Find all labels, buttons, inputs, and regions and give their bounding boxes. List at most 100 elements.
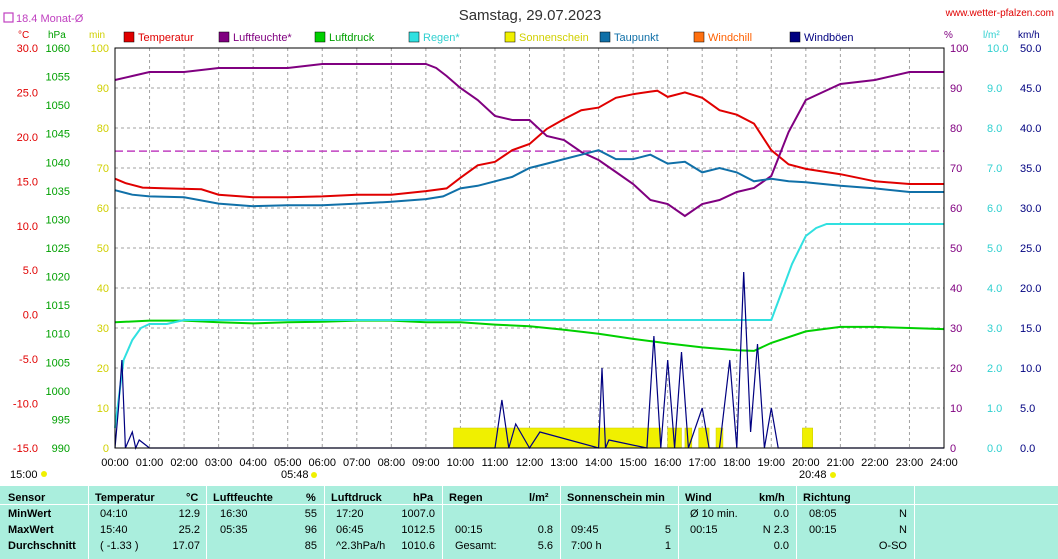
humidity-tick-label: 50 (950, 243, 962, 255)
wind-tick-label: 0.0 (1020, 443, 1035, 455)
temp-tick-label: 20.0 (17, 132, 38, 144)
x-tick-label: 07:00 (343, 457, 371, 469)
pressure-tick-label: 1035 (46, 186, 70, 198)
temp-tick-label: 25.0 (17, 87, 38, 99)
pressure-tick-label: 1055 (46, 72, 70, 84)
table-cell-sun_val: 1 (664, 540, 671, 552)
sunrise-marker (311, 472, 317, 478)
table-cell-temp_val: 17.07 (172, 540, 200, 552)
series-temperature (114, 89, 944, 199)
wind-tick-label: 40.0 (1020, 123, 1041, 135)
x-tick-label: 10:00 (447, 457, 475, 469)
rain-tick-label: 8.0 (987, 123, 1002, 135)
pressure-tick-label: 1005 (46, 357, 70, 369)
x-tick-label: 08:00 (378, 457, 406, 469)
pressure-tick-label: 990 (52, 443, 70, 455)
pressure-tick-label: 1060 (46, 43, 70, 55)
start-time-label: 15:00 (10, 469, 38, 481)
x-tick-label: 04:00 (239, 457, 267, 469)
legend-label: Windböen (804, 32, 854, 44)
table-cell-label: Durchschnitt (8, 540, 76, 552)
legend-swatch (693, 31, 705, 43)
table-cell-wind_val: N 2.3 (762, 524, 789, 536)
x-tick-label: 12:00 (516, 457, 544, 469)
header-rain-unit: l/m² (529, 492, 549, 504)
minutes-tick-label: 70 (97, 163, 109, 175)
humidity-tick-label: 30 (950, 323, 962, 335)
header-wind: Wind (685, 492, 712, 504)
sunshine-bars (453, 427, 813, 449)
humidity-tick-label: 80 (950, 123, 962, 135)
series-pressure (114, 319, 945, 352)
x-tick-label: 00:00 (101, 457, 129, 469)
table-cell-dir_time: 08:05 (809, 508, 837, 520)
rain-tick-label: 4.0 (987, 283, 1002, 295)
wind-tick-label: 5.0 (1020, 403, 1035, 415)
temp-tick-label: 30.0 (17, 43, 38, 55)
x-tick-label: 03:00 (205, 457, 233, 469)
temp-tick-label: 0.0 (23, 310, 38, 322)
x-tick-label: 16:00 (654, 457, 682, 469)
rain-tick-label: 2.0 (987, 363, 1002, 375)
minutes-tick-label: 80 (97, 123, 109, 135)
minutes-tick-label: 50 (97, 243, 109, 255)
table-cell-temp_val: 25.2 (178, 524, 200, 536)
rain-tick-label: 6.0 (987, 203, 1002, 215)
wind-tick-label: 35.0 (1020, 163, 1041, 175)
humidity-tick-label: 0 (950, 443, 956, 455)
x-tick-label: 17:00 (688, 457, 716, 469)
temp-tick-label: 10.0 (17, 221, 38, 233)
legend-swatch (789, 31, 801, 43)
pressure-tick-label: 1040 (46, 157, 70, 169)
table-cell-hum_val: 85 (304, 540, 317, 552)
wind-axis-unit: km/h (1018, 30, 1040, 41)
minutes-tick-label: 20 (97, 363, 109, 375)
header-hum: Luftfeuchte (213, 492, 273, 504)
humidity-axis-unit: % (944, 30, 953, 41)
table-cell-rain_time: 00:15 (455, 524, 483, 536)
minutes-tick-label: 30 (97, 323, 109, 335)
table-cell-press_time: 06:45 (336, 524, 364, 536)
series-rain (114, 223, 944, 429)
x-tick-label: 09:00 (412, 457, 440, 469)
table-cell-temp_time: 15:40 (100, 524, 128, 536)
pressure-tick-label: 995 (52, 414, 70, 426)
temp-tick-label: -5.0 (19, 354, 38, 366)
table-cell-hum_time: 05:35 (220, 524, 248, 536)
table-cell-label: MinWert (8, 508, 52, 520)
table-cell-wind_time: Ø 10 min. (690, 508, 738, 520)
legend-label: Regen* (423, 32, 460, 44)
table-cell-hum_time: 16:30 (220, 508, 248, 520)
table-cell-press_time: 17:20 (336, 508, 364, 520)
legend-label: Taupunkt (614, 32, 659, 44)
x-tick-label: 21:00 (827, 457, 855, 469)
legend-swatch (218, 31, 230, 43)
pressure-tick-label: 1020 (46, 272, 70, 284)
table-cell-wind_val: 0.0 (773, 540, 789, 552)
table-cell-hum_val: 96 (304, 524, 317, 536)
table-cell-rain_time: Gesamt: (455, 540, 497, 552)
legend-swatch (504, 31, 516, 43)
header-press-unit: hPa (413, 492, 434, 504)
minutes-tick-label: 10 (97, 403, 109, 415)
rain-tick-label: 5.0 (987, 243, 1002, 255)
pressure-axis-unit: hPa (48, 30, 66, 41)
legend: Temperatur Luftfeuchte* Luftdruck Regen* Son… (123, 31, 854, 44)
pressure-tick-label: 1000 (46, 386, 70, 398)
pressure-tick-label: 1010 (46, 329, 70, 341)
x-tick-label: 15:00 (619, 457, 647, 469)
table-cell-rain_val: 0.8 (537, 524, 553, 536)
table-cell-press_val: 1012.5 (401, 524, 435, 536)
table-cell-dir_val: O-SO (878, 540, 907, 552)
rain-tick-label: 3.0 (987, 323, 1002, 335)
table-cell-temp_time: 04:10 (100, 508, 128, 520)
header-rain: Regen (449, 492, 483, 504)
x-tick-label: 13:00 (550, 457, 578, 469)
sunshine-bar (802, 427, 813, 449)
wind-tick-label: 50.0 (1020, 43, 1041, 55)
table-cell-sun_time: 09:45 (571, 524, 599, 536)
minutes-tick-label: 90 (97, 83, 109, 95)
rain-tick-label: 9.0 (987, 83, 1002, 95)
x-tick-label: 19:00 (758, 457, 786, 469)
table-cell-wind_val: 0.0 (773, 508, 789, 520)
